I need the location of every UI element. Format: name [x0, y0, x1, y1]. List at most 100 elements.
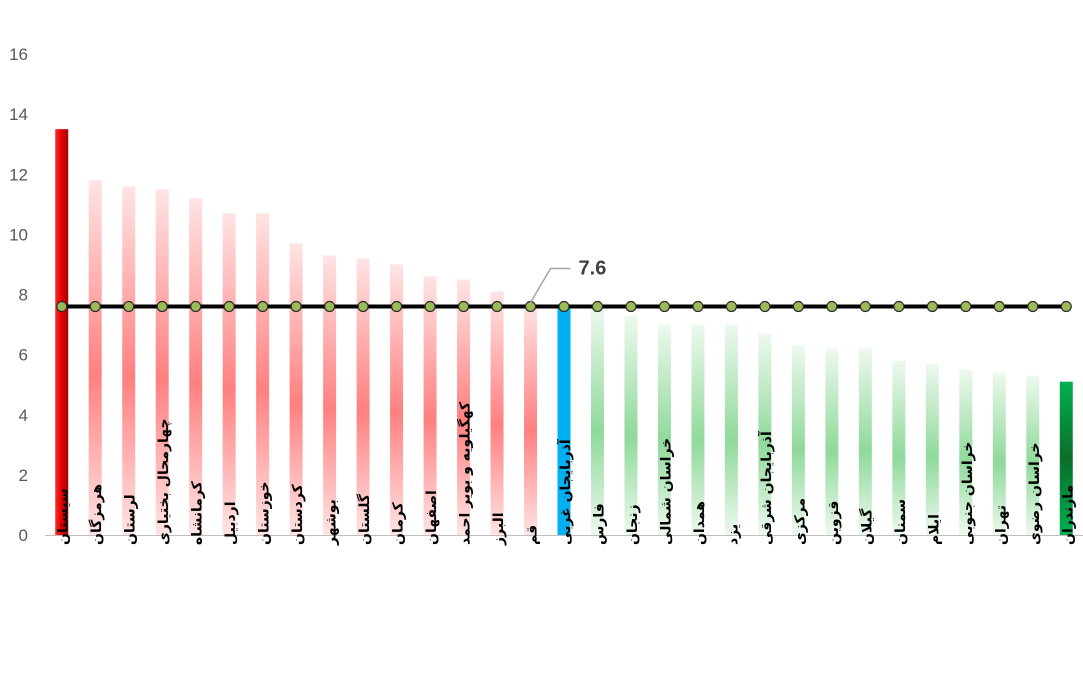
- average-marker: [893, 300, 905, 313]
- y-tick-label: 0: [19, 526, 28, 545]
- average-marker: [1027, 300, 1039, 313]
- bar: [825, 348, 839, 535]
- x-tick-label: کرمانشاه: [190, 480, 206, 545]
- bar: [289, 243, 303, 536]
- bar: [423, 276, 437, 535]
- bar: [959, 369, 973, 535]
- x-tick-label: همدان: [692, 501, 708, 545]
- x-tick-label: یزد: [725, 524, 741, 545]
- bar: [724, 324, 738, 535]
- average-marker: [524, 300, 537, 313]
- y-tick-label: 8: [19, 286, 28, 305]
- x-tick-label: آذربایجان غربی: [556, 438, 574, 545]
- x-tick-label: البرز: [491, 512, 507, 546]
- bar: [1059, 381, 1073, 535]
- bar: [457, 279, 471, 535]
- y-tick-label: 2: [19, 466, 28, 485]
- average-marker: [625, 300, 637, 313]
- average-marker: [1060, 300, 1072, 313]
- bar: [524, 303, 538, 535]
- x-tick-label: کرمان: [391, 501, 407, 545]
- y-tick-label: 4: [19, 406, 28, 425]
- average-marker: [759, 300, 771, 313]
- x-tick-label: بوشهر: [324, 499, 340, 546]
- average-label: 7.6: [579, 258, 607, 280]
- average-marker: [926, 300, 938, 313]
- bar: [892, 360, 906, 535]
- x-tick-label: کردستان: [290, 483, 306, 545]
- bar: [691, 324, 705, 535]
- average-marker: [357, 300, 369, 313]
- bar: [356, 258, 370, 535]
- bar: [557, 306, 571, 535]
- x-tick-label: مرکزی: [792, 498, 808, 545]
- average-marker: [424, 300, 436, 313]
- bar: [256, 213, 270, 536]
- bar: [222, 213, 236, 536]
- average-marker: [56, 300, 68, 313]
- x-tick-label: گلستان: [356, 493, 373, 545]
- x-tick-label: چهارمحال بختیاری: [156, 418, 172, 545]
- average-marker: [491, 300, 503, 313]
- average-marker: [123, 300, 135, 313]
- bar: [323, 255, 337, 535]
- average-callout-line: [529, 267, 571, 303]
- x-tick-label: هرمزگان: [88, 484, 105, 545]
- x-tick-label: سیستان: [56, 488, 72, 545]
- x-tick-label: خراسان جنوبی: [960, 442, 976, 545]
- bar: [657, 324, 671, 535]
- x-tick-label: فارس: [591, 503, 607, 545]
- x-tick-label: تهران: [993, 505, 1009, 545]
- x-tick-label: خراسان رضوی: [1027, 442, 1043, 545]
- average-marker: [390, 300, 403, 313]
- y-tick-label: 12: [9, 165, 28, 184]
- average-marker: [324, 300, 336, 313]
- bar: [88, 180, 102, 535]
- bar: [992, 372, 1006, 535]
- bar: [490, 291, 504, 535]
- average-marker: [993, 300, 1005, 313]
- x-tick-label: لرستان: [123, 494, 139, 545]
- x-tick-label: اصفهان: [424, 490, 440, 545]
- x-tick-label: مازندران: [1060, 485, 1076, 545]
- bar: [590, 306, 604, 535]
- average-marker: [960, 300, 972, 313]
- x-tick-label: ایلام: [926, 514, 942, 545]
- bar: [925, 363, 939, 535]
- bar: [390, 264, 404, 535]
- average-marker: [658, 300, 671, 313]
- bar: [758, 333, 772, 535]
- average-marker: [457, 300, 470, 313]
- bar: [858, 348, 872, 535]
- average-marker: [558, 300, 570, 313]
- average-marker: [859, 300, 871, 313]
- average-line-group: 7.6: [56, 258, 1072, 313]
- bar: [1026, 375, 1040, 535]
- x-tick-label: خراسان شمالی: [658, 438, 674, 545]
- bars: [55, 129, 1073, 536]
- x-tick-label: خوزستان: [257, 481, 273, 545]
- x-tick-label: کهگیلویه و بویر احمد: [457, 401, 474, 545]
- bar: [55, 129, 69, 535]
- average-marker: [792, 300, 804, 313]
- average-marker: [257, 300, 269, 313]
- average-marker: [89, 300, 101, 313]
- bar: [189, 198, 203, 536]
- average-marker: [290, 300, 302, 313]
- x-tick-label: قزوین: [826, 501, 842, 545]
- average-marker: [725, 300, 738, 313]
- x-tick-label: اردبیل: [223, 501, 239, 545]
- x-tick-label: سمنان: [893, 499, 909, 545]
- average-marker: [591, 300, 604, 313]
- x-tick-label: آذربایجان شرقی: [757, 430, 775, 545]
- bar: [122, 186, 136, 535]
- average-marker: [692, 300, 704, 313]
- bar: [624, 315, 638, 535]
- bar: [791, 345, 805, 535]
- x-axis-labels: سیستان هرمزگان لرستان چهارمحال بختیاری کرمان…: [56, 401, 1077, 546]
- average-marker: [190, 300, 202, 313]
- average-marker: [156, 300, 168, 313]
- bar: [155, 189, 169, 535]
- x-tick-label: گیلان: [858, 508, 875, 545]
